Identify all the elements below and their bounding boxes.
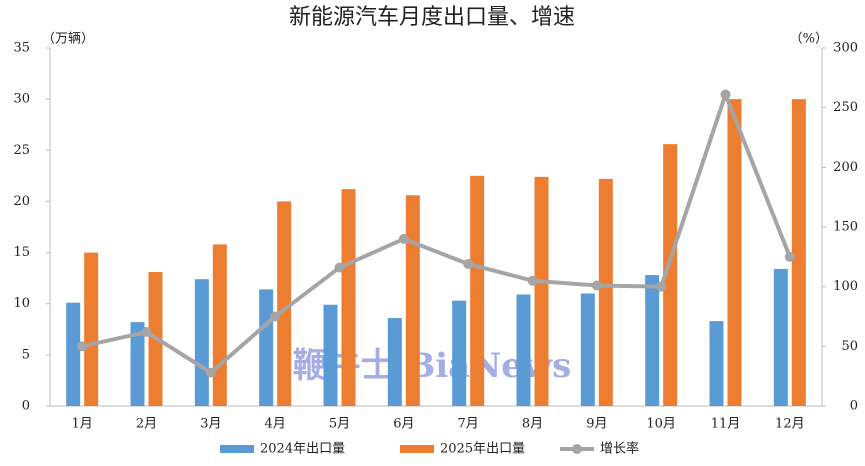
- x-tick-label: 11月: [711, 417, 741, 432]
- y-tick-label: 10: [13, 296, 30, 311]
- legend-swatch: [400, 445, 434, 453]
- y-tick-label: 20: [13, 194, 30, 209]
- bar: [663, 144, 678, 407]
- bar: [387, 318, 402, 406]
- y2-tick-label: 250: [833, 100, 858, 115]
- bar: [516, 294, 531, 406]
- bar: [212, 244, 227, 406]
- bar: [259, 289, 274, 406]
- y2-axis-label: （%）: [790, 32, 828, 47]
- line-point: [591, 280, 602, 291]
- x-tick-label: 9月: [586, 417, 607, 432]
- x-tick-label: 10月: [646, 417, 676, 432]
- x-tick-label: 3月: [200, 417, 221, 432]
- x-tick-label: 6月: [393, 417, 414, 432]
- legend-label: 2025年出口量: [440, 442, 525, 457]
- line-point: [205, 367, 216, 378]
- x-tick-label: 8月: [522, 417, 543, 432]
- bar: [405, 195, 420, 406]
- y-tick-label: 0: [22, 399, 30, 414]
- bar: [84, 252, 99, 406]
- bar: [580, 293, 595, 406]
- y2-tick-label: 50: [841, 339, 858, 354]
- bar: [534, 176, 549, 406]
- x-tick-label: 1月: [72, 417, 93, 432]
- line-point: [270, 311, 281, 322]
- legend-label: 增长率: [600, 441, 639, 457]
- y-tick-label: 5: [22, 347, 30, 362]
- line-point: [527, 275, 538, 286]
- bar: [791, 99, 806, 407]
- y-tick-label: 35: [13, 41, 30, 56]
- line-point: [784, 251, 795, 262]
- y2-tick-label: 0: [850, 399, 858, 414]
- chart-title: 新能源汽车月度出口量、增速: [289, 5, 575, 30]
- bar: [66, 302, 81, 406]
- bar: [709, 321, 724, 406]
- x-tick-label: 2月: [136, 417, 157, 432]
- x-tick-label: 4月: [265, 417, 286, 432]
- y2-tick-label: 200: [833, 160, 858, 175]
- y-tick-label: 15: [13, 245, 30, 260]
- legend-swatch: [572, 444, 582, 454]
- bar: [194, 279, 209, 406]
- x-tick-label: 7月: [458, 417, 479, 432]
- line-point: [77, 341, 88, 352]
- line-point: [141, 327, 152, 338]
- bar: [323, 304, 338, 406]
- y-axis-label: （万辆）: [42, 32, 94, 47]
- bar: [130, 322, 145, 406]
- x-tick-label: 5月: [329, 417, 350, 432]
- y2-tick-label: 300: [833, 41, 858, 56]
- y-tick-label: 30: [13, 92, 30, 107]
- line-point: [720, 89, 731, 100]
- bar: [727, 99, 742, 407]
- y-tick-label: 25: [13, 143, 30, 158]
- bar: [470, 175, 485, 406]
- bar: [645, 275, 660, 406]
- bar: [773, 268, 788, 406]
- line: [81, 88, 792, 376]
- line-point: [656, 281, 667, 292]
- bar: [277, 201, 292, 406]
- legend-swatch: [220, 445, 254, 453]
- bar: [598, 178, 613, 406]
- y2-tick-label: 150: [833, 220, 858, 235]
- line-point: [334, 262, 345, 273]
- x-tick-label: 12月: [775, 417, 805, 432]
- bar: [341, 189, 356, 406]
- y2-tick-label: 100: [833, 279, 858, 294]
- line-point: [398, 233, 409, 244]
- legend-label: 2024年出口量: [260, 442, 345, 457]
- bar: [452, 300, 467, 406]
- line-point: [463, 258, 474, 269]
